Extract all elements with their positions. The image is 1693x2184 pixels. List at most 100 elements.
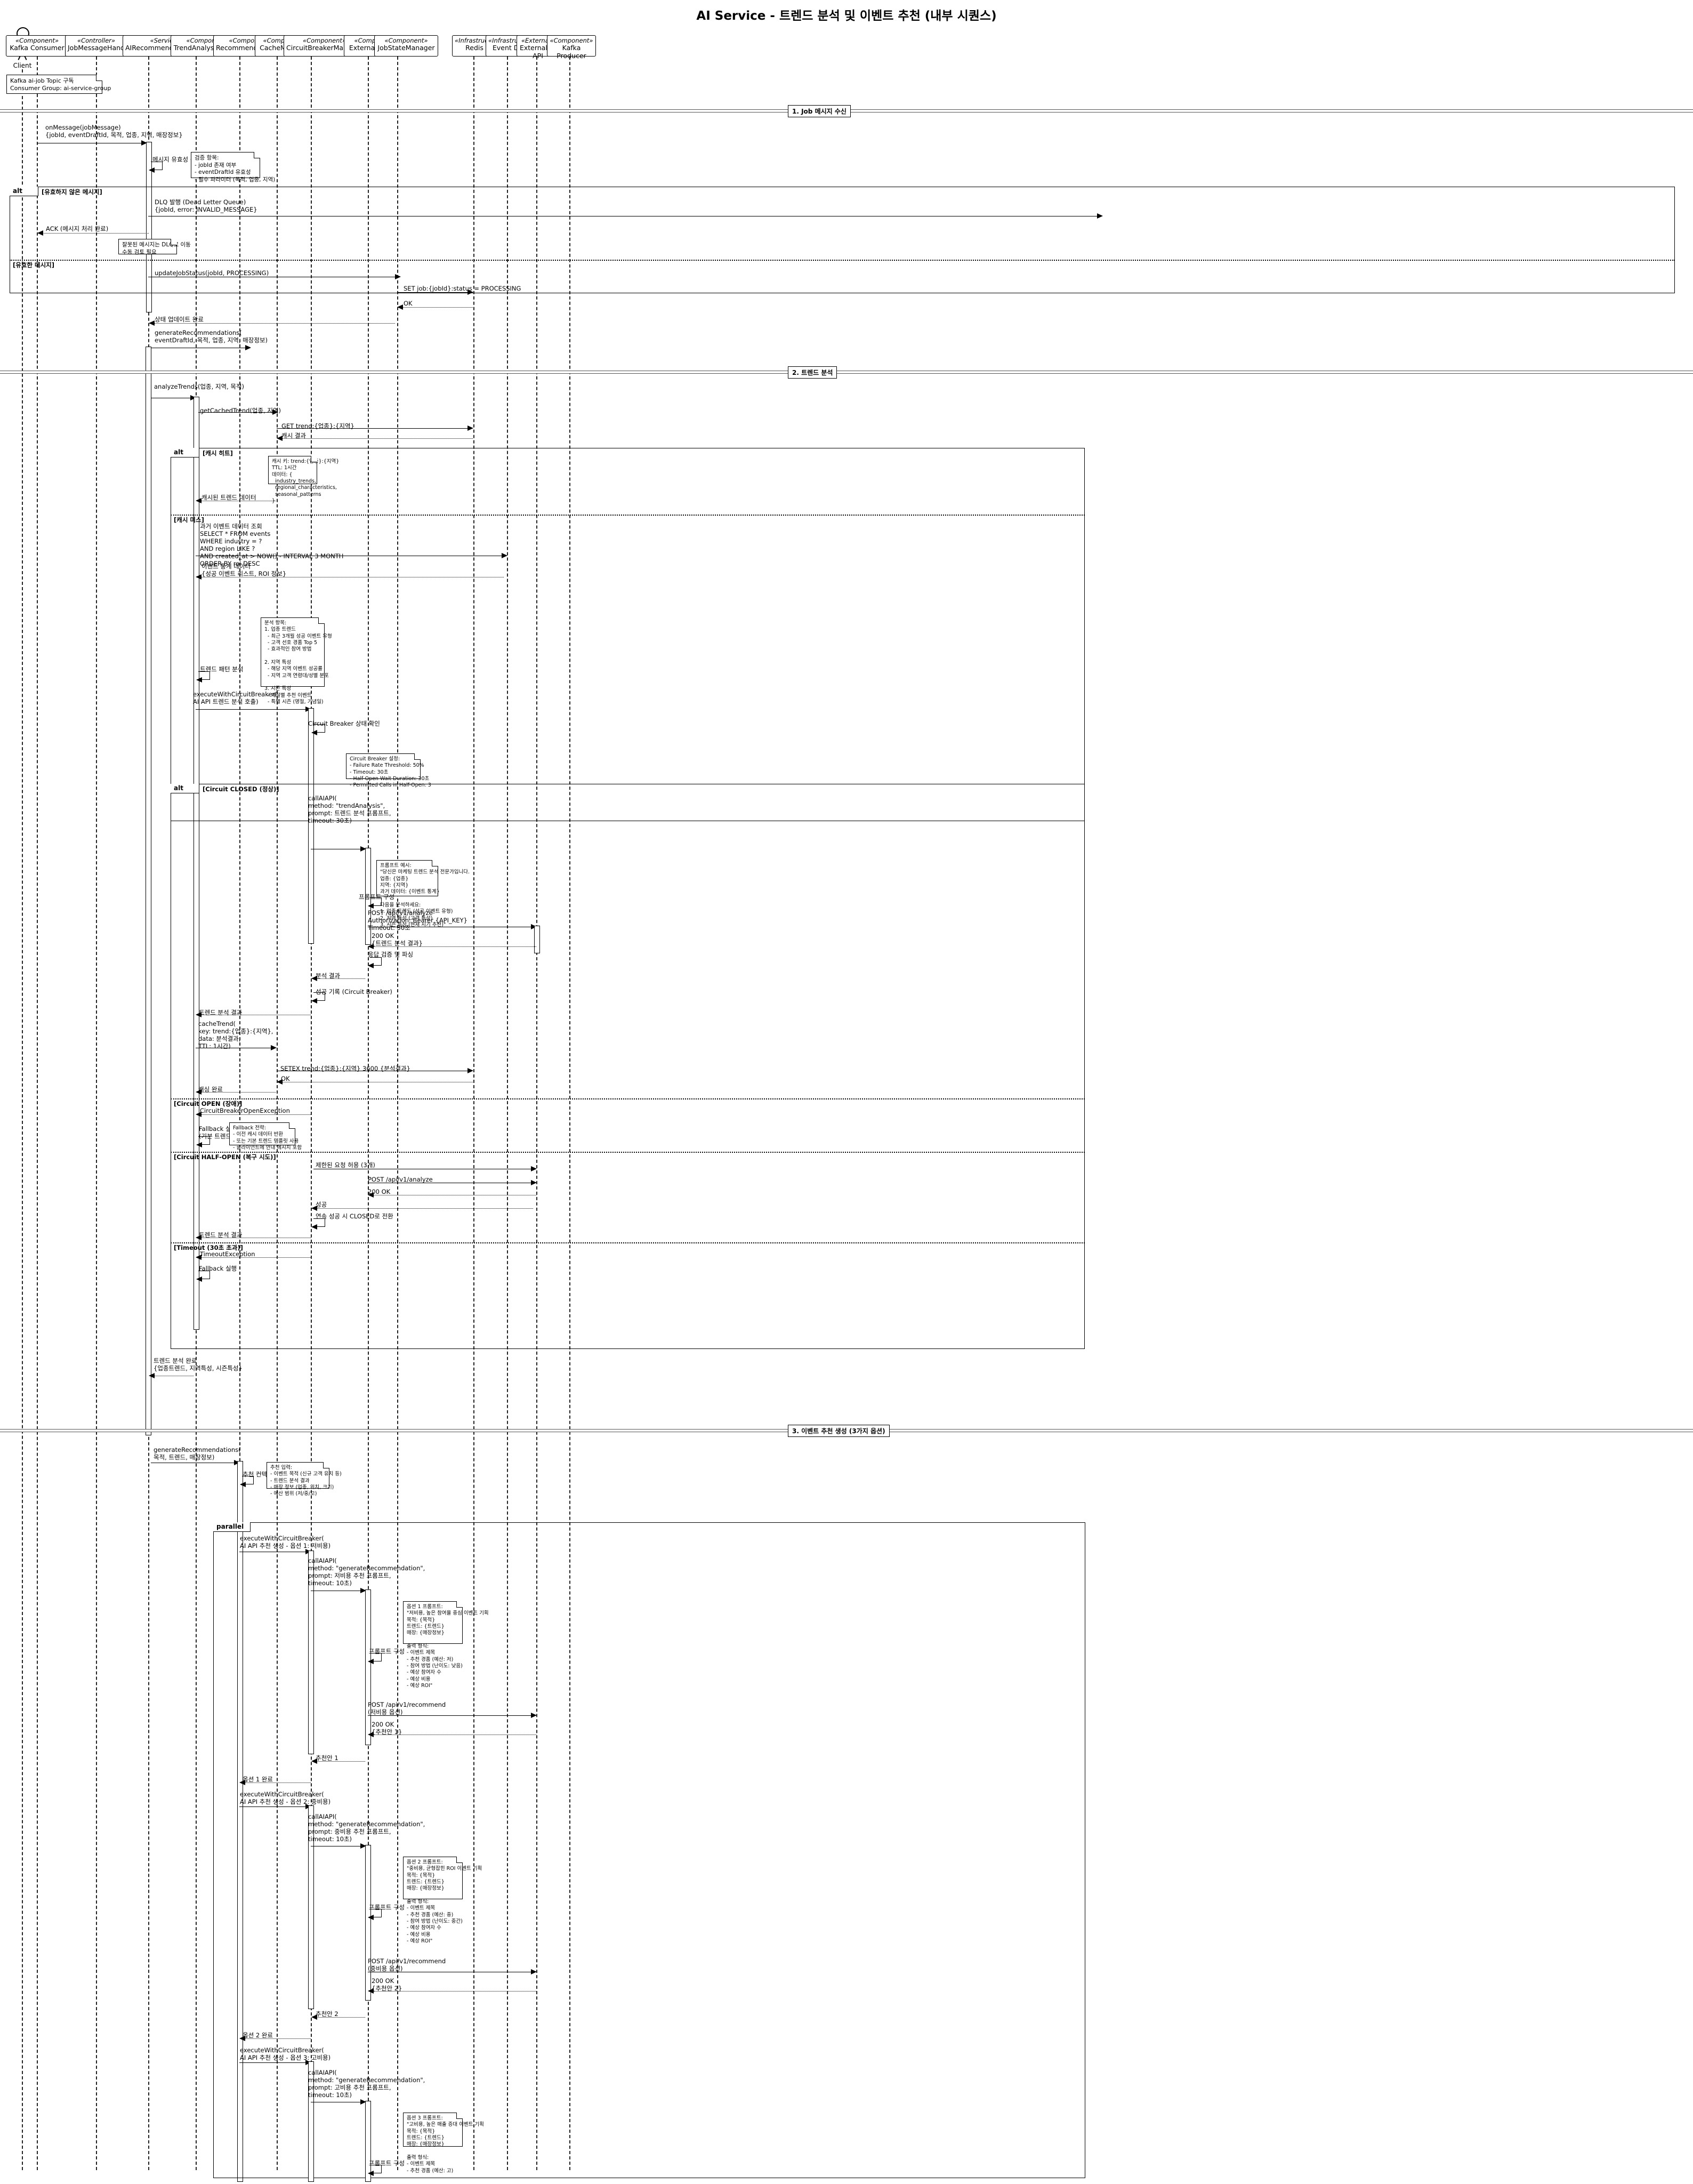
message-caching-done	[198, 1092, 276, 1093]
message-label-cached-trend-data: 캐시된 트렌드 데이터	[201, 494, 256, 501]
participant-stereotype: «Component»	[550, 37, 593, 44]
message-label-trend-analysis-result-2: 트렌드 분석 결과	[199, 1231, 243, 1239]
arrow-right-icon	[531, 1969, 537, 1974]
note-dlq-manual-review: 잘못된 메시지는 DLQ로 이동 수동 검토 필요	[118, 239, 191, 255]
note-analysis-items: 분석 항목: 1. 업종 트렌드 - 최근 3개월 성공 이벤트 유형 - 고객…	[261, 617, 332, 705]
note-kafka-subscription: Kafka ai-job Topic 구독 Consumer Group: ai…	[6, 75, 111, 94]
arrow-left-icon	[196, 677, 202, 682]
message-label-option2-done: 옵션 2 완료	[243, 2032, 273, 2039]
fragment-tab-alt: alt	[10, 187, 38, 196]
fragment-parallel-recommendations	[213, 1522, 1085, 2178]
participant-stereotype: «Component»	[384, 37, 428, 44]
participant-stereotype: «External»	[521, 37, 555, 44]
self-message-prompt-compose-option2	[370, 1909, 382, 1917]
message-label-trend-pattern-analysis: 트렌드 패턴 분석	[200, 665, 244, 673]
arrow-left-icon	[368, 963, 374, 968]
activation-aiclient-option2	[365, 1845, 371, 2001]
message-200ok-trend	[370, 946, 536, 947]
participant-name: Event DB	[493, 44, 523, 52]
fragment-alt-cache	[171, 448, 1085, 821]
self-message-prompt-compose-option3	[370, 2165, 382, 2173]
participant-name: JobMessageHandler	[68, 44, 134, 52]
message-label-onmessage: onMessage(jobMessage) {jobId, eventDraft…	[45, 124, 183, 139]
lifeline-externalaiclient	[368, 57, 369, 2170]
message-label-ok-setex: OK	[281, 1075, 290, 1082]
message-label-post-analyze-halfopen: POST /api/v1/analyze	[368, 1176, 433, 1183]
self-message-validate-parse	[370, 957, 382, 966]
message-label-post-recommend-option1: POST /api/v1/recommend (저비용 옵션)	[368, 1701, 446, 1716]
message-label-fallback-exec-timeout: Fallback 실행	[199, 1265, 237, 1272]
actor-label: Client	[13, 62, 32, 69]
message-label-post-recommend-option2: POST /api/v1/recommend (중비용 옵션)	[368, 1957, 446, 1973]
message-label-closed-transition: 연속 성공 시 CLOSED로 전환	[316, 1213, 393, 1220]
fragment-condition-invalid: [유효하지 않은 메시지]	[42, 188, 102, 196]
arrow-left-icon	[196, 498, 201, 503]
note-recommendation-input: 추천 입력: - 이벤트 목적 (신규 고객 유치 등) - 트렌드 분석 결과…	[267, 1462, 342, 1497]
arrow-left-icon	[149, 320, 155, 326]
arrow-right-icon	[395, 274, 401, 279]
participant-stereotype: «Component»	[15, 37, 59, 44]
participant-name: Redis	[465, 44, 483, 52]
arrow-left-icon	[368, 2171, 374, 2176]
self-message-validate	[151, 162, 163, 170]
message-redis-set-status	[397, 292, 473, 293]
message-label-exec-cb-option2: executeWithCircuitBreaker( AI API 추천 생성 …	[240, 1790, 331, 1806]
arrow-right-icon	[245, 345, 251, 350]
note-option3-prompt: 옵션 3 프롬프트: "고비용, 높은 매출 증대 이벤트 기획 목적: {목적…	[403, 2113, 484, 2174]
message-label-limited-requests: 제한된 요청 허용 (3개)	[316, 1161, 375, 1169]
arrow-right-icon	[531, 924, 537, 929]
fragment-alt-circuit-breaker	[171, 784, 1085, 1349]
arrow-left-icon	[311, 730, 317, 735]
lifeline-kafka-consumer	[37, 57, 38, 2170]
message-redis-get-trend	[277, 428, 472, 429]
arrow-left-icon	[368, 1732, 374, 1737]
message-label-option1-done: 옵션 1 완료	[243, 1776, 273, 1783]
lifeline-external-ai-api	[536, 57, 537, 2170]
participant-stereotype: «Component»	[303, 37, 346, 44]
message-label-prompt-compose-trend: 프롬프트 구성	[359, 893, 395, 901]
arrow-right-icon	[190, 395, 196, 400]
section-label-1: 1. Job 메시지 수신	[788, 105, 851, 117]
arrow-right-icon	[502, 553, 507, 558]
arrow-right-icon	[467, 290, 473, 295]
message-label-callaiapi-trend: callAIAPI( method: "trendAnalysis", prom…	[308, 794, 391, 825]
participant-name: Kafka Producer	[557, 44, 586, 60]
message-cb-open-exception	[198, 1114, 311, 1115]
participant-name: JobStateManager	[377, 44, 435, 52]
message-label-set-status: SET job:{jobId}:status = PROCESSING	[404, 285, 521, 292]
message-label-200ok-trend: 200 OK {트렌드 분석 결과}	[372, 932, 423, 948]
arrow-left-icon	[239, 2036, 245, 2041]
note-option1-prompt: 옵션 1 프롬프트: "저비용, 높은 참여율 중심 이벤트 기획 목적: {목…	[403, 1601, 489, 1689]
arrow-right-icon	[467, 425, 473, 431]
message-label-dlq: DLQ 발행 (Dead Letter Queue) {jobId, error…	[155, 198, 257, 214]
arrow-left-icon	[37, 230, 43, 236]
arrow-right-icon	[531, 1166, 537, 1171]
message-exec-cb-option2	[239, 1806, 309, 1807]
fragment-condition-circuit-halfopen: [Circuit HALF-OPEN (복구 시도)]	[174, 1153, 276, 1161]
arrow-left-icon	[277, 436, 283, 441]
lifeline-event-db	[507, 57, 508, 2170]
participant-kafka-producer: «Component» Kafka Producer	[547, 35, 596, 60]
message-label-updatejobstatus: updateJobStatus(jobId, PROCESSING)	[155, 269, 269, 277]
message-label-callaiapi-option1: callAIAPI( method: "generateRecommendati…	[308, 1557, 425, 1587]
message-label-post-analyze: POST /api/v1/analyze Authorization: Bear…	[368, 909, 467, 932]
message-label-prompt-compose-option3: 프롬프트 구성	[369, 2159, 405, 2167]
arrow-left-icon	[196, 1255, 201, 1260]
self-message-closed-transition	[313, 1218, 325, 1227]
lifeline-client	[22, 69, 23, 2170]
fragment-condition-cache-miss: [캐시 미스]	[174, 516, 204, 524]
arrow-left-icon	[368, 1192, 374, 1198]
message-label-generaterecommendations-1: generateRecommendations( eventDraftId, 목…	[155, 329, 268, 344]
fragment-divider-valid	[10, 260, 1675, 261]
self-message-fallback-timeout	[198, 1271, 210, 1279]
message-label-timeout-exception: TimeoutException	[200, 1250, 255, 1258]
fragment-tab-alt-circuit: alt	[171, 784, 199, 793]
message-label-exec-cb-option1: executeWithCircuitBreaker( AI API 추천 생성 …	[240, 1535, 331, 1550]
arrow-left-icon	[368, 1988, 374, 1994]
arrow-left-icon	[368, 903, 374, 909]
fragment-condition-circuit-closed: [Circuit CLOSED (정상)]	[203, 785, 279, 793]
arrow-left-icon	[311, 1224, 317, 1230]
lifeline-jobmessagehandler	[96, 57, 97, 2170]
self-message-prompt-compose-option1	[370, 1653, 382, 1661]
message-cache-result	[279, 438, 473, 439]
